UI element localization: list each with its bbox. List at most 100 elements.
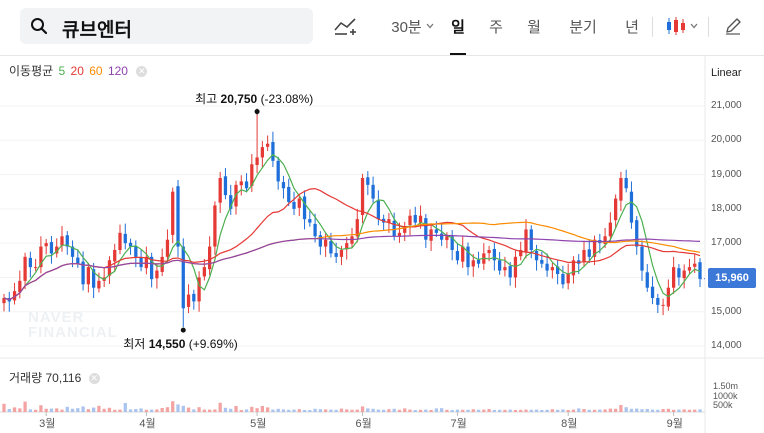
candle-body <box>487 250 491 254</box>
volume-bar <box>239 410 243 412</box>
volume-bar <box>487 409 491 412</box>
candle-body <box>281 182 286 189</box>
candle-body <box>387 219 391 223</box>
low-prefix: 최저 <box>123 337 146 352</box>
scale-mode-label[interactable]: Linear <box>711 67 742 79</box>
candle-body <box>424 218 428 240</box>
candle-body <box>107 260 112 276</box>
volume-bar <box>192 409 196 412</box>
tab-year[interactable]: 년 <box>625 18 639 36</box>
volume-bar <box>445 409 449 412</box>
volume-bar <box>376 409 380 412</box>
volume-bar <box>619 405 623 412</box>
candle-body <box>186 294 191 307</box>
tab-week[interactable]: 주 <box>489 18 503 36</box>
volume-bar <box>440 408 444 412</box>
volume-bar <box>218 402 222 412</box>
volume-bar <box>208 409 212 412</box>
candle-body <box>693 263 697 267</box>
tab-quarter[interactable]: 분기 <box>569 18 597 36</box>
volume-bar <box>587 409 591 412</box>
y-tick-label: 15,000 <box>711 305 742 317</box>
y-tick-label: 14,000 <box>711 340 742 351</box>
volume-bar <box>60 409 64 412</box>
candle-body <box>287 186 291 202</box>
volume-bar <box>397 409 402 412</box>
volume-bar <box>355 409 359 412</box>
candle-body <box>397 232 402 237</box>
volume-bar <box>534 409 539 412</box>
x-tick-label: 9월 <box>666 418 683 430</box>
tab-month[interactable]: 월 <box>527 18 541 36</box>
candle-body <box>661 304 665 306</box>
volume-bar <box>308 410 312 412</box>
y-tick-label: 20,000 <box>711 134 742 146</box>
candle-body <box>508 266 512 278</box>
volume-bar <box>287 409 291 412</box>
volume-bar <box>371 408 375 412</box>
volume-bar <box>577 408 581 412</box>
low-change: (+9.69%) <box>188 337 238 352</box>
candle-body <box>97 280 101 289</box>
volume-bar <box>171 401 175 412</box>
candle-body <box>645 272 649 288</box>
legend-ma5[interactable]: 5 <box>58 64 66 78</box>
volume-bar <box>656 409 660 412</box>
candle-body <box>176 186 180 247</box>
volume-bar <box>186 407 191 412</box>
volume-bar <box>134 409 138 412</box>
candle-body <box>461 246 465 262</box>
volume-bar <box>650 409 655 412</box>
volume-bar <box>492 410 496 412</box>
volume-bar <box>223 407 228 412</box>
volume-bar <box>18 408 22 412</box>
candle-body <box>582 250 586 263</box>
volume-bar <box>160 408 164 412</box>
candle-body <box>624 178 628 189</box>
candle-body <box>545 263 549 271</box>
volume-bar <box>513 410 518 412</box>
candle-body <box>23 256 27 281</box>
volume-bar <box>661 409 665 412</box>
candle-body <box>492 248 496 261</box>
volume-value: 70,116 <box>45 371 82 385</box>
volume-axis-label: 1000k <box>713 391 738 401</box>
volume-bar <box>603 409 607 412</box>
candle-body <box>687 267 692 271</box>
high-marker-dot <box>254 109 260 115</box>
candle-style-dropdown[interactable] <box>660 8 704 44</box>
candle-body <box>513 256 518 278</box>
volume-bar <box>645 409 649 412</box>
interval-dropdown[interactable]: 30분 <box>386 8 440 44</box>
chevron-down-icon <box>426 23 434 29</box>
volume-bar <box>113 409 117 412</box>
volume-bar <box>81 406 85 412</box>
ma-line-ma20 <box>3 187 701 301</box>
volume-bar <box>455 409 460 412</box>
volume-bar <box>476 409 481 412</box>
legend-ma60[interactable]: 60 <box>89 64 103 78</box>
close-icon[interactable]: ✕ <box>88 373 100 385</box>
draw-button[interactable] <box>716 8 750 44</box>
stock-search-box[interactable]: 큐브엔터 <box>20 8 313 44</box>
candle-body <box>260 147 264 158</box>
high-change: (-23.08%) <box>260 91 314 106</box>
volume-bar <box>424 409 428 412</box>
tab-day[interactable]: 일 <box>442 8 474 55</box>
chart-type-button[interactable] <box>327 8 365 44</box>
volume-bar <box>503 409 507 412</box>
legend-ma20[interactable]: 20 <box>70 64 84 78</box>
volume-bar <box>466 409 470 412</box>
candle-body <box>392 220 396 237</box>
candle-body <box>619 178 623 201</box>
close-icon[interactable]: ✕ <box>136 66 148 78</box>
volume-bar <box>150 409 154 412</box>
volume-bar <box>545 409 549 412</box>
candle-body <box>677 268 681 278</box>
volume-bar <box>12 407 17 412</box>
volume-bar <box>482 409 486 412</box>
legend-ma120[interactable]: 120 <box>107 64 128 78</box>
candle-body <box>329 241 333 254</box>
volume-bar <box>693 409 697 412</box>
